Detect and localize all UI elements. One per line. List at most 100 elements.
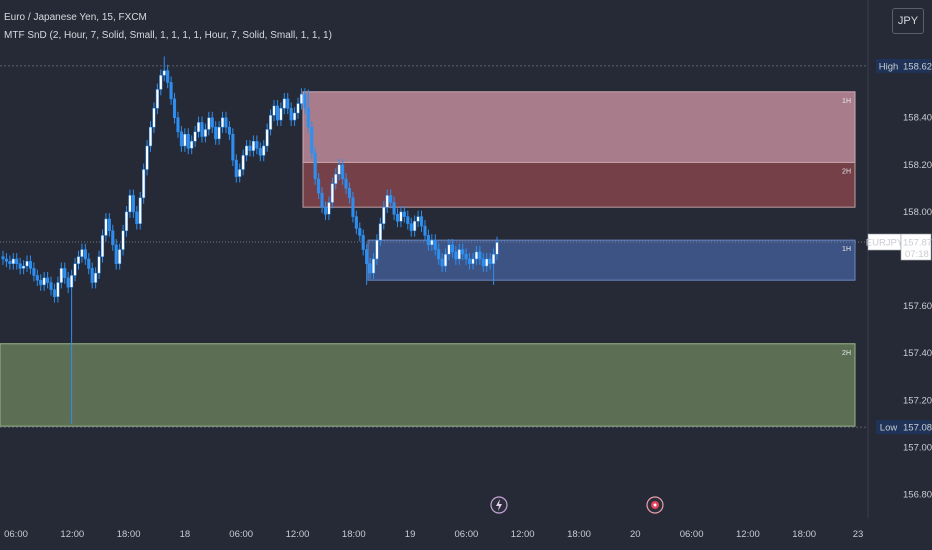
candle-body <box>347 188 352 199</box>
candle-body <box>402 211 406 217</box>
candle-body <box>241 155 245 170</box>
candle-body <box>4 258 8 262</box>
low-tag: Low <box>880 423 898 434</box>
candle-body <box>474 251 478 260</box>
y-tick-7: 156.800 <box>903 489 932 500</box>
candle-body <box>1 256 5 260</box>
candle-body <box>118 249 122 264</box>
currency-button[interactable]: JPY <box>892 8 924 34</box>
candle-body <box>28 261 32 269</box>
candle-body <box>217 126 221 140</box>
candle-body <box>90 268 94 283</box>
candle-body <box>293 112 297 121</box>
chart-title: Euro / Japanese Yen, 15, FXCM <box>4 12 147 23</box>
indicator-legend[interactable]: MTF SnD (2, Hour, 7, Solid, Small, 1, 1,… <box>4 30 332 41</box>
candle-body <box>94 272 98 283</box>
x-tick-12: 06:00 <box>680 529 704 540</box>
candle-body <box>464 254 468 260</box>
candle-body <box>368 263 372 274</box>
candle-body <box>409 223 413 231</box>
candle-body <box>25 261 29 267</box>
candle-body <box>399 211 403 222</box>
candle-body <box>66 277 70 288</box>
x-tick-14: 18:00 <box>792 529 816 540</box>
candle-body <box>114 244 118 264</box>
candle-body <box>310 126 314 154</box>
candle-body <box>52 289 57 297</box>
candle-body <box>176 117 180 133</box>
candle-body <box>303 93 307 109</box>
candle-body <box>46 277 50 283</box>
candle-body <box>227 126 231 135</box>
candle-body <box>255 141 259 149</box>
y-tick-4: 157.400 <box>903 348 932 359</box>
high-value-bg <box>901 58 931 73</box>
y-tick-6: 157.000 <box>903 442 932 453</box>
low-tag-bg <box>876 420 901 435</box>
candle-body <box>186 133 190 149</box>
y-tick-2: 158.000 <box>903 207 932 218</box>
candle-body <box>128 195 132 213</box>
x-tick-3: 18 <box>180 529 191 540</box>
candle-body <box>341 164 345 180</box>
zone-supply-0 <box>302 91 856 163</box>
y-tick-3: 157.600 <box>903 301 932 312</box>
candle-body <box>224 117 228 128</box>
candle-body <box>169 82 173 100</box>
candle-body <box>279 108 283 121</box>
last-value: 157.872 <box>903 238 932 249</box>
low-value: 157.086 <box>903 423 932 434</box>
candle-body <box>245 145 249 156</box>
x-tick-5: 12:00 <box>286 529 310 540</box>
candle-body <box>282 98 286 109</box>
candle-body <box>231 133 235 161</box>
candle-body <box>80 249 84 257</box>
candle-body <box>395 213 400 222</box>
zone-demand-3 <box>0 343 856 427</box>
candle-body <box>159 75 163 90</box>
candle-body <box>485 258 489 267</box>
candle-body <box>200 122 204 137</box>
candle-body <box>286 98 290 109</box>
candle-body <box>210 117 214 128</box>
candle-body <box>488 258 492 264</box>
last-value-bg <box>900 233 932 261</box>
candle-body <box>406 216 410 224</box>
candle-body <box>121 230 125 250</box>
candle-body <box>76 256 81 264</box>
candle-body <box>42 277 46 286</box>
candle-body <box>15 258 19 264</box>
candle-body <box>179 131 183 147</box>
candle-body <box>265 129 269 147</box>
zone-label-2: 1H <box>842 246 851 253</box>
candle-body <box>478 251 482 260</box>
candle-body <box>385 195 389 208</box>
candle-body <box>83 249 87 260</box>
candle-body <box>461 249 465 255</box>
candle-body <box>39 279 43 286</box>
candle-body <box>221 117 225 128</box>
candle-body <box>251 141 255 151</box>
x-tick-13: 12:00 <box>736 529 760 540</box>
candle-body <box>423 225 427 236</box>
x-tick-4: 06:00 <box>229 529 253 540</box>
candle-body <box>382 206 386 224</box>
candle-body <box>354 216 358 229</box>
zone-supply-1 <box>302 161 856 208</box>
candle-body <box>447 244 451 255</box>
candle-body <box>296 103 300 114</box>
candle-body <box>152 108 156 128</box>
candle-body <box>317 178 321 194</box>
candle-body <box>35 275 39 281</box>
candle-body <box>111 230 115 246</box>
candle-body <box>419 216 424 227</box>
candle-body <box>375 239 379 260</box>
candle-body <box>73 263 77 276</box>
candle-body <box>337 164 341 175</box>
candle-body <box>269 115 273 130</box>
candle-body <box>365 249 369 264</box>
economic-event-center <box>653 503 657 507</box>
x-tick-0: 06:00 <box>4 529 28 540</box>
candle-body <box>289 108 293 121</box>
